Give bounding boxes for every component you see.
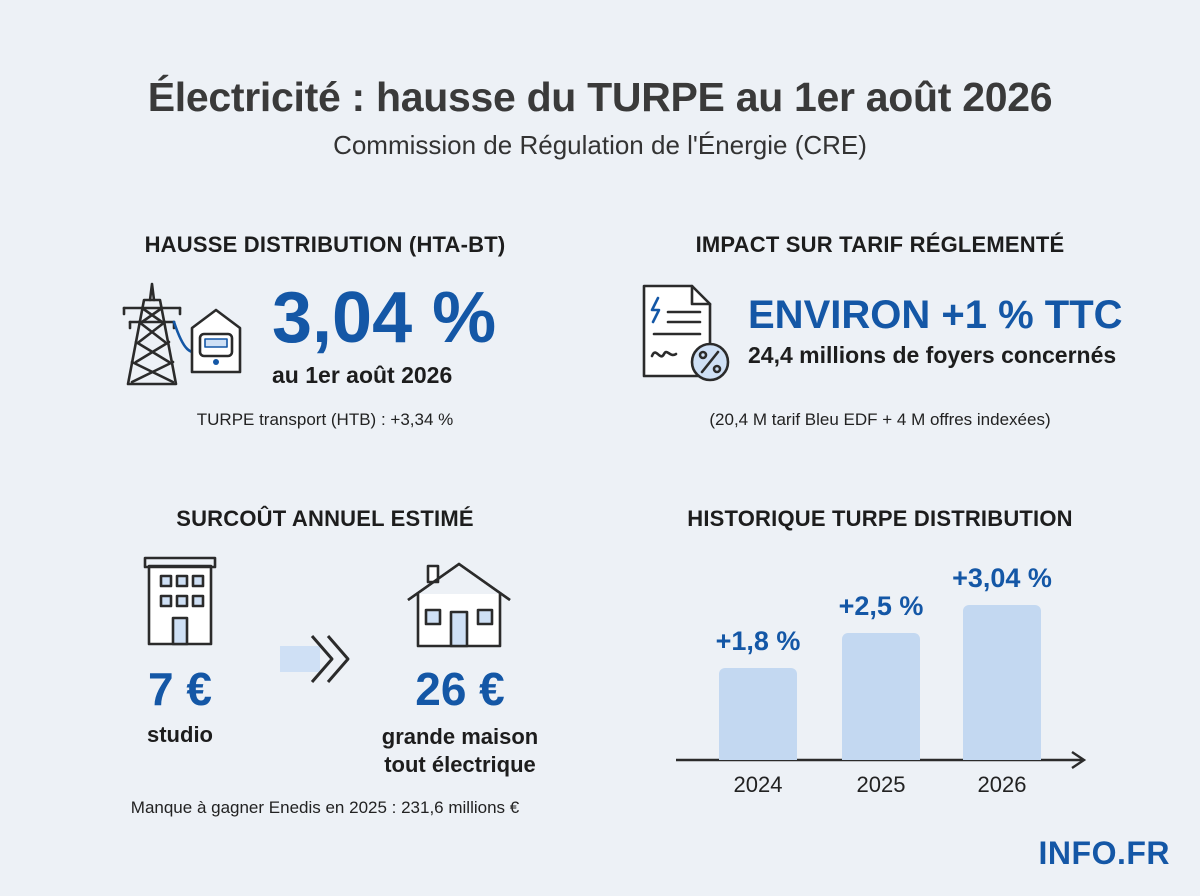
x-axis (676, 751, 1087, 769)
x-tick-label-2025: 2025 (856, 772, 906, 797)
historique-heading: HISTORIQUE TURPE DISTRIBUTION (687, 506, 1073, 531)
pylon-meter-icon (122, 282, 242, 386)
surcout-high-value: 26 € (415, 663, 505, 715)
bar-2025 (842, 632, 920, 760)
bar-2026 (963, 605, 1041, 760)
apartment-building-icon (143, 556, 217, 646)
x-tick-label-2024: 2024 (733, 772, 783, 797)
surcout-heading: SURCOÛT ANNUEL ESTIMÉ (176, 506, 474, 531)
distribution-note: TURPE transport (HTB) : +3,34 % (196, 410, 454, 429)
impact-note: (20,4 M tarif Bleu EDF + 4 M offres inde… (709, 410, 1051, 429)
bar-data-label-2026: +3,04 % (952, 563, 1052, 594)
historique-bar-chart: +1,8 % 2024 +2,5 % 2025 +3,04 % 2026 (660, 540, 1090, 810)
distribution-date: au 1er août 2026 (272, 362, 453, 388)
surcout-note: Manque à gagner Enedis en 2025 : 231,6 m… (130, 798, 520, 817)
surcout-low-value: 7 € (148, 663, 212, 715)
distribution-value: 3,04 % (272, 278, 497, 358)
surcout-high-label-line1: grande maison (381, 724, 539, 749)
page-title: Électricité : hausse du TURPE au 1er aoû… (147, 74, 1053, 120)
impact-value: ENVIRON +1 % TTC (748, 293, 1123, 337)
distribution-heading: HAUSSE DISTRIBUTION (HTA-BT) (144, 232, 506, 257)
invoice-percent-icon (642, 284, 730, 382)
surcout-low-label: studio (147, 722, 213, 747)
impact-households: 24,4 millions de foyers concernés (748, 342, 1117, 368)
brand-logo: INFO.FR (1038, 835, 1170, 871)
double-chevron-right-icon (280, 635, 350, 683)
page-subtitle: Commission de Régulation de l'Énergie (C… (333, 130, 867, 160)
x-tick-label-2026: 2026 (977, 772, 1027, 797)
surcout-high-label-line2: tout électrique (384, 752, 536, 777)
impact-heading: IMPACT SUR TARIF RÉGLEMENTÉ (695, 232, 1065, 257)
bar-2024 (719, 668, 797, 760)
house-icon (407, 562, 511, 648)
bar-data-label-2025: +2,5 % (838, 590, 924, 621)
bar-data-label-2024: +1,8 % (715, 626, 801, 657)
